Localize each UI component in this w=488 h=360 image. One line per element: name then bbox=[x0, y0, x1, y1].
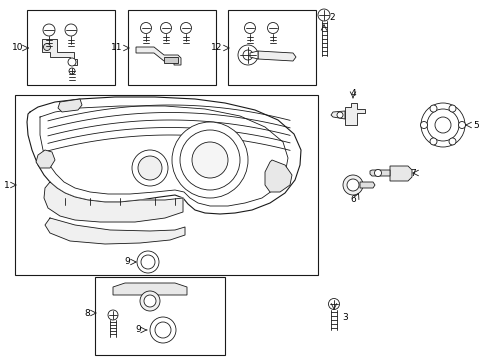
Text: 8: 8 bbox=[84, 309, 90, 318]
Circle shape bbox=[65, 24, 77, 36]
Text: 11: 11 bbox=[110, 44, 122, 53]
Circle shape bbox=[192, 142, 227, 178]
Polygon shape bbox=[345, 103, 364, 125]
Bar bbox=[15, 95, 317, 275]
Circle shape bbox=[328, 298, 339, 310]
Circle shape bbox=[140, 291, 160, 311]
Polygon shape bbox=[359, 182, 374, 188]
Circle shape bbox=[172, 122, 247, 198]
Circle shape bbox=[458, 122, 465, 129]
Text: 9: 9 bbox=[135, 325, 141, 334]
Polygon shape bbox=[258, 51, 295, 61]
Circle shape bbox=[420, 122, 427, 129]
Circle shape bbox=[137, 251, 159, 273]
Bar bbox=[128, 10, 216, 85]
Bar bbox=[163, 57, 178, 63]
Polygon shape bbox=[113, 283, 186, 295]
Circle shape bbox=[448, 138, 455, 145]
Polygon shape bbox=[42, 39, 77, 65]
Circle shape bbox=[140, 22, 151, 33]
Polygon shape bbox=[330, 111, 345, 119]
Polygon shape bbox=[136, 47, 181, 65]
Text: 1: 1 bbox=[4, 180, 10, 189]
Circle shape bbox=[346, 179, 358, 191]
Circle shape bbox=[43, 24, 55, 36]
Circle shape bbox=[448, 105, 455, 112]
Polygon shape bbox=[264, 160, 291, 192]
Text: 12: 12 bbox=[210, 44, 222, 53]
Polygon shape bbox=[44, 182, 183, 222]
Circle shape bbox=[429, 105, 436, 112]
Text: 5: 5 bbox=[472, 121, 478, 130]
Circle shape bbox=[108, 310, 118, 320]
Bar bbox=[27, 10, 115, 85]
Circle shape bbox=[342, 175, 362, 195]
Circle shape bbox=[150, 317, 176, 343]
Circle shape bbox=[141, 255, 155, 269]
Circle shape bbox=[267, 22, 278, 33]
Text: 2: 2 bbox=[328, 13, 334, 22]
Polygon shape bbox=[45, 218, 184, 244]
Polygon shape bbox=[58, 99, 82, 112]
Circle shape bbox=[243, 50, 252, 60]
Text: 6: 6 bbox=[349, 195, 355, 204]
Polygon shape bbox=[249, 51, 258, 59]
Polygon shape bbox=[36, 150, 55, 168]
Polygon shape bbox=[369, 170, 389, 176]
Text: 9: 9 bbox=[124, 257, 130, 266]
Circle shape bbox=[336, 112, 342, 118]
Circle shape bbox=[180, 22, 191, 33]
Bar bbox=[95, 277, 224, 355]
Circle shape bbox=[143, 295, 156, 307]
Circle shape bbox=[69, 68, 75, 74]
Bar bbox=[227, 10, 315, 85]
Circle shape bbox=[155, 322, 171, 338]
Circle shape bbox=[244, 22, 255, 33]
Circle shape bbox=[160, 22, 171, 33]
Circle shape bbox=[317, 9, 329, 21]
Circle shape bbox=[434, 117, 450, 133]
Circle shape bbox=[68, 58, 76, 66]
Circle shape bbox=[138, 156, 162, 180]
Circle shape bbox=[238, 45, 258, 65]
Text: 7: 7 bbox=[409, 168, 415, 177]
Circle shape bbox=[43, 44, 50, 50]
Polygon shape bbox=[40, 106, 287, 206]
Text: 10: 10 bbox=[12, 44, 23, 53]
Circle shape bbox=[426, 109, 458, 141]
Circle shape bbox=[420, 103, 464, 147]
Circle shape bbox=[374, 170, 381, 176]
Circle shape bbox=[132, 150, 168, 186]
Circle shape bbox=[180, 130, 240, 190]
Text: 4: 4 bbox=[349, 89, 355, 98]
Circle shape bbox=[429, 138, 436, 145]
Polygon shape bbox=[27, 97, 301, 214]
Text: 3: 3 bbox=[341, 312, 347, 321]
Polygon shape bbox=[389, 166, 411, 181]
